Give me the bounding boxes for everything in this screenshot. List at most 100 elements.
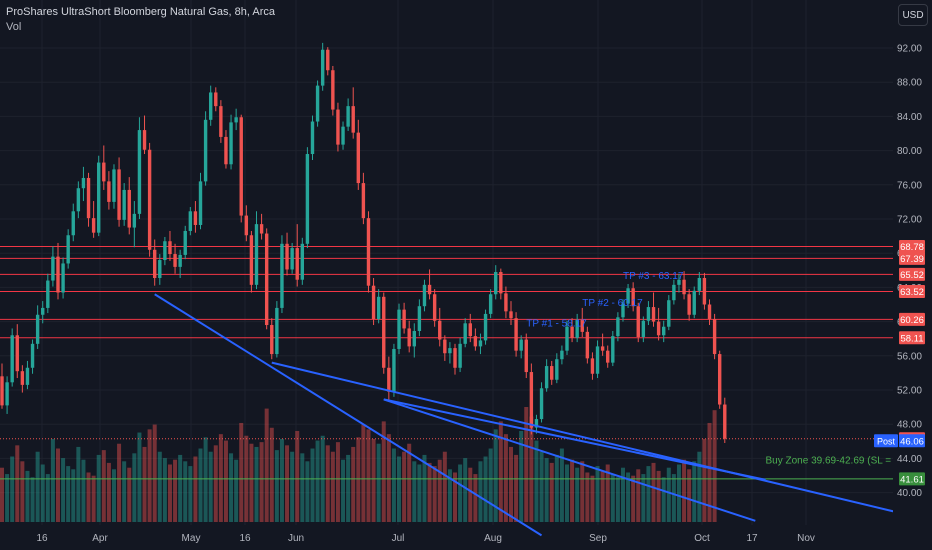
candle bbox=[662, 320, 666, 343]
candle-body bbox=[478, 340, 483, 347]
candle-body bbox=[438, 320, 442, 340]
volume-bar bbox=[539, 451, 544, 522]
candle-body bbox=[102, 162, 106, 182]
volume-bar bbox=[259, 442, 264, 522]
volume-bar bbox=[142, 446, 147, 522]
candle-body bbox=[198, 181, 203, 225]
currency-button[interactable]: USD bbox=[898, 4, 928, 26]
candle-body bbox=[264, 233, 269, 326]
volume-bar bbox=[213, 445, 218, 522]
candle-body bbox=[46, 280, 50, 308]
candle-body bbox=[488, 294, 493, 314]
volume-bar bbox=[132, 453, 137, 522]
volume-bar bbox=[407, 443, 412, 522]
volume-bar bbox=[519, 430, 524, 522]
candle bbox=[682, 271, 686, 300]
candle-body bbox=[616, 317, 620, 337]
chart-title: ProShares UltraShort Bloomberg Natural G… bbox=[6, 6, 276, 18]
volume-legend-label: Vol bbox=[6, 21, 22, 33]
candle-body bbox=[499, 272, 503, 294]
volume-bar bbox=[371, 438, 376, 522]
volume-bar bbox=[671, 474, 676, 522]
candle bbox=[234, 108, 238, 131]
candle bbox=[270, 318, 274, 360]
volume-bar bbox=[366, 429, 371, 522]
candle-body bbox=[417, 306, 422, 332]
volume-bar bbox=[386, 434, 391, 522]
candle bbox=[132, 201, 137, 248]
volume-bar bbox=[15, 445, 20, 522]
candle-body bbox=[544, 366, 549, 389]
candle bbox=[61, 257, 65, 299]
volume-bar bbox=[422, 454, 427, 522]
volume-bar bbox=[514, 454, 519, 522]
candle-body bbox=[682, 279, 686, 295]
candle-body bbox=[76, 188, 81, 212]
candle bbox=[387, 356, 391, 402]
candle-body bbox=[590, 358, 595, 374]
volume-bar bbox=[493, 429, 498, 522]
candle bbox=[702, 272, 707, 310]
volume-bar bbox=[178, 454, 183, 522]
candle-body bbox=[41, 307, 45, 315]
candle bbox=[224, 130, 228, 169]
candle-body bbox=[137, 130, 142, 214]
candle bbox=[463, 318, 467, 348]
volume-bar bbox=[61, 458, 66, 522]
volume-bar bbox=[427, 462, 432, 522]
volume-bar bbox=[147, 429, 152, 522]
volume-bar bbox=[295, 430, 300, 522]
candle bbox=[163, 236, 167, 266]
volume-bar bbox=[524, 407, 529, 522]
candle bbox=[142, 115, 147, 155]
candle-body bbox=[56, 256, 60, 293]
level-badge: 58.11 bbox=[900, 333, 923, 344]
volume-bar bbox=[636, 469, 641, 522]
candle bbox=[336, 102, 340, 152]
candle-body bbox=[514, 318, 518, 351]
volume-bar bbox=[534, 440, 539, 522]
candle bbox=[514, 312, 518, 357]
candle bbox=[397, 303, 401, 355]
candle bbox=[5, 376, 9, 414]
candle-body bbox=[702, 277, 707, 305]
candle-body bbox=[504, 293, 508, 312]
candle bbox=[544, 359, 549, 392]
candle-body bbox=[407, 328, 411, 347]
candle bbox=[214, 87, 218, 112]
candle-body bbox=[483, 313, 488, 341]
candle-body bbox=[61, 263, 65, 293]
volume-bar bbox=[198, 448, 203, 522]
volume-bar bbox=[234, 459, 239, 522]
candle-body bbox=[570, 326, 574, 338]
candle bbox=[117, 157, 121, 227]
candle-body bbox=[356, 132, 360, 184]
candle bbox=[46, 273, 50, 314]
candle bbox=[97, 155, 101, 237]
candle bbox=[56, 242, 60, 300]
candle bbox=[524, 333, 528, 379]
volume-bar bbox=[615, 477, 620, 522]
candle bbox=[529, 363, 534, 435]
candle-body bbox=[203, 119, 208, 182]
volume-bar bbox=[208, 451, 213, 522]
candle bbox=[534, 414, 539, 434]
volume-bar bbox=[610, 474, 615, 522]
candle bbox=[310, 115, 315, 161]
candle-body bbox=[219, 106, 223, 137]
candle-body bbox=[214, 92, 218, 107]
candle-body bbox=[30, 343, 35, 368]
volume-bar bbox=[91, 475, 96, 522]
candle bbox=[376, 289, 381, 324]
candle bbox=[320, 42, 325, 91]
volume-bar bbox=[96, 454, 101, 522]
candle-body bbox=[224, 136, 228, 165]
candle bbox=[315, 80, 320, 127]
candle-body bbox=[295, 248, 299, 280]
candle-body bbox=[234, 117, 238, 123]
candle bbox=[417, 299, 422, 337]
x-tick-label: Jun bbox=[288, 533, 304, 544]
volume-bar bbox=[447, 469, 452, 522]
candle-body bbox=[270, 325, 274, 355]
